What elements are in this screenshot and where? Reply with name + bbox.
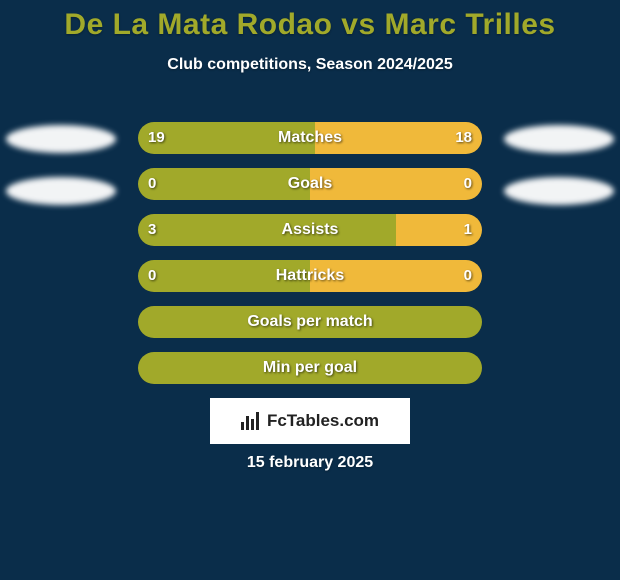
stat-bar-track [138, 122, 482, 154]
stat-value-left: 0 [148, 168, 156, 200]
stat-bar-left-fill [138, 352, 482, 384]
stats-bars: Matches1918Goals00Assists31Hattricks00Go… [0, 122, 620, 398]
stat-value-left: 0 [148, 260, 156, 292]
stat-value-right: 18 [455, 122, 472, 154]
stat-value-right: 0 [464, 168, 472, 200]
stat-value-right: 1 [464, 214, 472, 246]
page-title: De La Mata Rodao vs Marc Trilles [0, 0, 620, 42]
stat-bar-track [138, 168, 482, 200]
stat-bar-track [138, 352, 482, 384]
stat-row: Min per goal [0, 352, 620, 384]
stat-bar-right-fill [310, 260, 482, 292]
stat-bar-left-fill [138, 306, 482, 338]
stat-row: Assists31 [0, 214, 620, 246]
comparison-infographic: De La Mata Rodao vs Marc Trilles Club co… [0, 0, 620, 580]
stat-bar-left-fill [138, 214, 396, 246]
player-ellipse-left [6, 177, 116, 205]
stat-bar-left-fill [138, 168, 310, 200]
footer-date: 15 february 2025 [0, 454, 620, 472]
stat-bar-track [138, 306, 482, 338]
stat-row: Goals per match [0, 306, 620, 338]
stat-value-right: 0 [464, 260, 472, 292]
footer-brand-badge: FcTables.com [210, 398, 410, 444]
stat-value-left: 19 [148, 122, 165, 154]
player-ellipse-right [504, 125, 614, 153]
stat-row: Hattricks00 [0, 260, 620, 292]
page-subtitle: Club competitions, Season 2024/2025 [0, 56, 620, 74]
bar-chart-icon [241, 412, 263, 430]
stat-bar-right-fill [310, 168, 482, 200]
footer-brand-text: FcTables.com [267, 411, 379, 431]
player-ellipse-right [504, 177, 614, 205]
player-ellipse-left [6, 125, 116, 153]
stat-bar-track [138, 214, 482, 246]
stat-bar-left-fill [138, 260, 310, 292]
stat-value-left: 3 [148, 214, 156, 246]
stat-bar-track [138, 260, 482, 292]
